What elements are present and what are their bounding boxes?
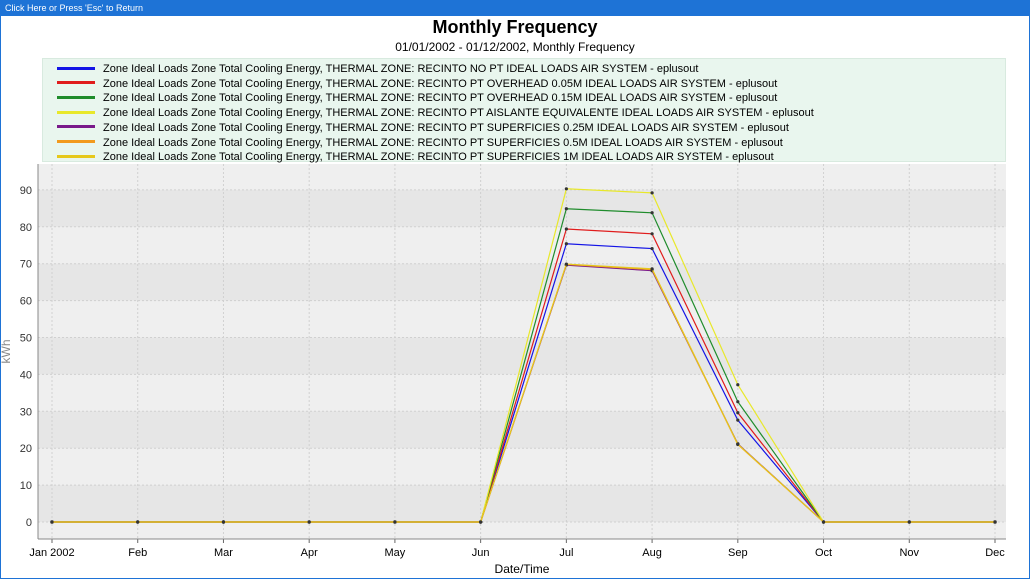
x-tick-label: May: [385, 547, 406, 559]
data-point: [650, 232, 654, 236]
legend-item: Zone Ideal Loads Zone Total Cooling Ener…: [57, 107, 814, 121]
chart-legend: Zone Ideal Loads Zone Total Cooling Ener…: [42, 58, 1006, 165]
data-point: [993, 520, 997, 524]
x-tick-label: Apr: [301, 547, 318, 559]
data-point: [650, 267, 654, 271]
data-point: [393, 520, 397, 524]
legend-item: Zone Ideal Loads Zone Total Cooling Ener…: [57, 78, 777, 92]
y-tick-label: 40: [20, 369, 32, 381]
data-point: [650, 211, 654, 215]
legend-label: Zone Ideal Loads Zone Total Cooling Ener…: [103, 107, 814, 120]
plot-band: [38, 263, 1006, 301]
data-point: [307, 520, 311, 524]
data-point: [136, 520, 140, 524]
x-axis-label: Date/Time: [495, 562, 550, 576]
legend-label: Zone Ideal Loads Zone Total Cooling Ener…: [103, 121, 789, 134]
x-tick-label: Sep: [728, 547, 748, 559]
data-point: [564, 227, 568, 231]
series-line: [52, 263, 995, 523]
legend-swatch: [57, 81, 95, 85]
plot-band: [38, 411, 1006, 449]
legend-label: Zone Ideal Loads Zone Total Cooling Ener…: [103, 63, 699, 75]
data-point: [821, 520, 826, 524]
chart-subtitle: 01/01/2002 - 01/12/2002, Monthly Frequen…: [395, 40, 635, 54]
x-tick-label: Feb: [128, 547, 147, 559]
legend-swatch: [57, 110, 95, 114]
legend-label: Zone Ideal Loads Zone Total Cooling Ener…: [103, 136, 783, 149]
data-point: [736, 418, 740, 422]
legend-item: Zone Ideal Loads Zone Total Cooling Ener…: [57, 122, 789, 136]
y-tick-label: 90: [20, 185, 32, 197]
plot-band: [38, 189, 1006, 227]
y-tick-label: 60: [20, 296, 32, 308]
data-point: [736, 400, 740, 404]
data-point: [736, 383, 740, 387]
y-tick-label: 0: [26, 517, 32, 529]
data-point: [564, 262, 568, 266]
data-point: [736, 411, 740, 415]
data-point: [564, 187, 568, 191]
legend-swatch: [57, 95, 95, 99]
legend-swatch: [57, 66, 95, 70]
data-point: [564, 207, 568, 211]
data-point: [650, 191, 654, 195]
legend-item: Zone Ideal Loads Zone Total Cooling Ener…: [57, 137, 783, 151]
data-point: [479, 520, 483, 524]
y-tick-label: 20: [20, 443, 32, 455]
return-bar[interactable]: Click Here or Press 'Esc' to Return: [0, 0, 1030, 16]
legend-item: Zone Ideal Loads Zone Total Cooling Ener…: [57, 151, 774, 165]
data-point: [736, 442, 740, 446]
plot-band: [38, 485, 1006, 522]
y-tick-label: 10: [20, 480, 32, 492]
y-axis-label: kWh: [0, 340, 13, 364]
data-point: [50, 520, 54, 524]
x-tick-label: Dec: [985, 547, 1005, 559]
legend-swatch: [57, 140, 95, 144]
x-tick-label: Jan 2002: [29, 547, 74, 559]
data-point: [564, 242, 568, 246]
data-point: [907, 520, 911, 524]
legend-item: Zone Ideal Loads Zone Total Cooling Ener…: [57, 92, 777, 106]
x-tick-label: Nov: [899, 547, 919, 559]
plot-band: [38, 337, 1006, 375]
legend-item: Zone Ideal Loads Zone Total Cooling Ener…: [57, 63, 698, 77]
x-tick-label: Mar: [214, 547, 233, 559]
legend-swatch: [57, 125, 95, 129]
data-point: [650, 246, 654, 251]
y-tick-label: 80: [20, 222, 32, 234]
y-tick-label: 70: [20, 259, 32, 271]
x-tick-label: Oct: [815, 547, 832, 559]
x-tick-label: Aug: [642, 547, 662, 559]
x-tick-label: Jul: [559, 547, 573, 559]
legend-label: Zone Ideal Loads Zone Total Cooling Ener…: [103, 92, 778, 105]
y-tick-label: 30: [20, 406, 32, 418]
legend-label: Zone Ideal Loads Zone Total Cooling Ener…: [103, 77, 778, 90]
legend-label: Zone Ideal Loads Zone Total Cooling Ener…: [103, 151, 774, 164]
chart-title: Monthly Frequency: [432, 17, 598, 37]
x-tick-label: Jun: [472, 547, 490, 559]
legend-swatch: [57, 154, 95, 158]
y-tick-label: 50: [20, 333, 32, 345]
data-point: [221, 520, 226, 524]
